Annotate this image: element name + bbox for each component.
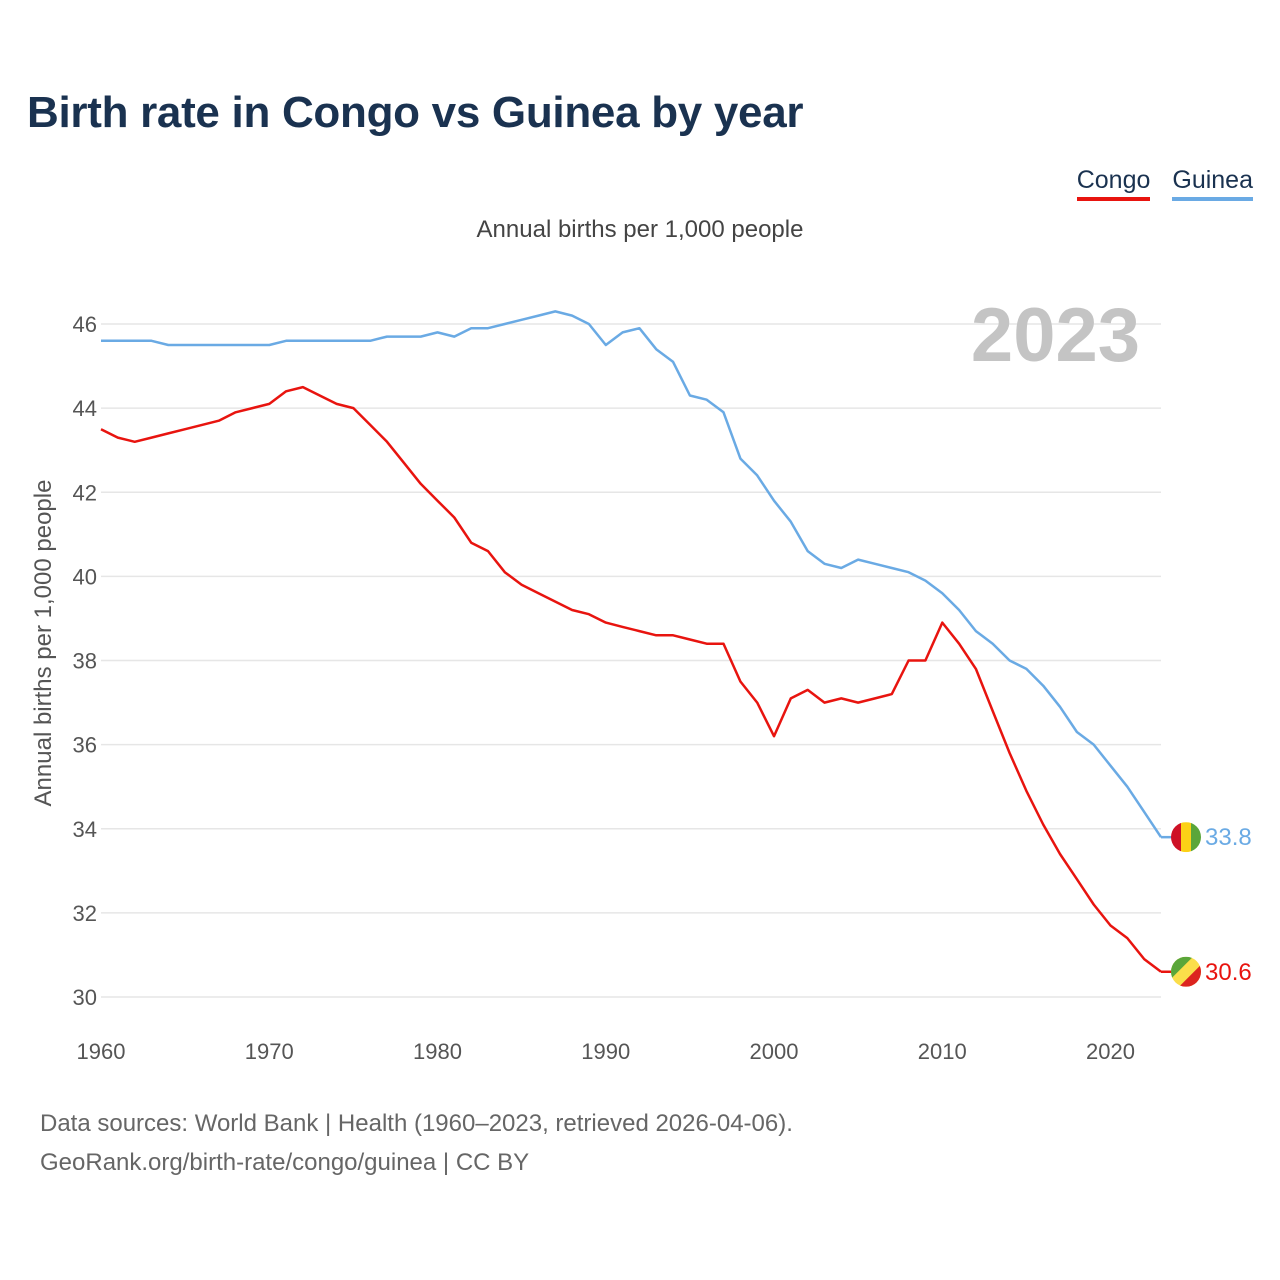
x-tick-label: 2020	[1086, 1039, 1135, 1064]
grid-lines	[101, 323, 1161, 998]
y-tick-label: 46	[73, 312, 97, 337]
y-axis-label: Annual births per 1,000 people	[30, 480, 57, 807]
x-axis-ticks: 1960 1970 1980 1990 2000 2010 2020	[77, 1039, 1135, 1064]
chart-title: Birth rate in Congo vs Guinea by year	[27, 88, 804, 137]
end-value-congo: 30.6	[1205, 959, 1252, 986]
y-tick-label: 34	[73, 817, 97, 842]
y-tick-label: 38	[73, 649, 97, 674]
series-line-guinea	[101, 310, 1163, 838]
series-line-congo	[100, 385, 1162, 973]
footer-credit: GeoRank.org/birth-rate/congo/guinea | CC…	[40, 1149, 530, 1176]
y-tick-label: 44	[73, 396, 97, 421]
congo-flag-icon	[1171, 956, 1201, 987]
y-tick-label: 36	[73, 733, 97, 758]
legend-item-guinea[interactable]: Guinea	[1172, 166, 1253, 201]
y-axis-ticks: 30 32 34 36 38 40 42 44 46	[73, 312, 97, 1010]
guinea-flag-icon	[1171, 822, 1201, 853]
x-tick-label: 1970	[245, 1039, 294, 1064]
x-tick-label: 1960	[77, 1039, 126, 1064]
footer: Data sources: World Bank | Health (1960–…	[40, 1104, 793, 1182]
x-tick-label: 2000	[750, 1039, 799, 1064]
series-lines	[100, 310, 1163, 973]
year-label: 2023	[971, 293, 1140, 378]
x-tick-label: 2010	[918, 1039, 967, 1064]
chart-subtitle: Annual births per 1,000 people	[476, 216, 804, 243]
plot-area: 2023 30 32 34 36 38 40 42 44 46 1960 1970 1980 1990…	[30, 293, 1252, 1064]
y-tick-label: 32	[73, 901, 97, 926]
footer-sources: Data sources: World Bank | Health (1960–…	[40, 1110, 793, 1137]
y-tick-label: 30	[73, 985, 97, 1010]
x-tick-label: 1980	[413, 1039, 462, 1064]
x-tick-label: 1990	[581, 1039, 630, 1064]
end-markers: 30.6 33.8	[1161, 822, 1252, 987]
end-value-guinea: 33.8	[1205, 824, 1252, 851]
legend: Congo Guinea	[1076, 166, 1253, 201]
y-tick-label: 40	[73, 564, 97, 589]
y-tick-label: 42	[73, 480, 97, 505]
legend-item-congo[interactable]: Congo	[1076, 166, 1151, 201]
